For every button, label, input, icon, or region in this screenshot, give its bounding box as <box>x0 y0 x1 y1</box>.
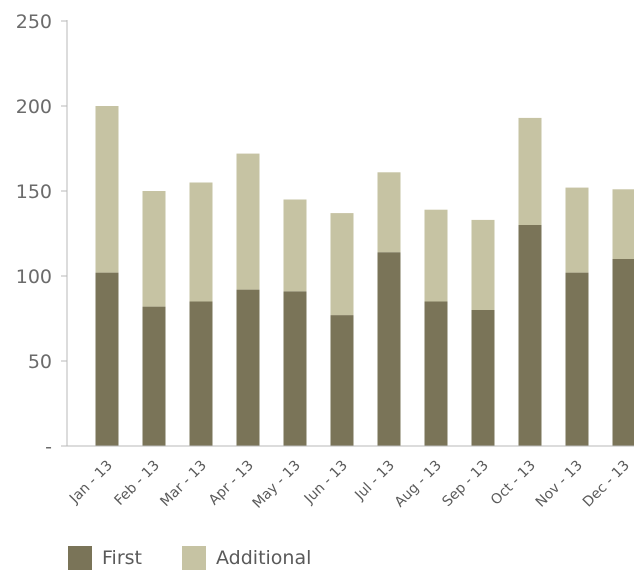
bars <box>95 106 634 446</box>
y-axis: - 50 100 150 200 250 <box>16 11 68 458</box>
bar-segment-first <box>189 301 213 446</box>
bar-segment-additional <box>283 199 307 292</box>
bar-segment-additional <box>424 209 448 302</box>
legend: First Additional <box>68 546 351 570</box>
x-tick-label: Jun - 13 <box>301 458 351 508</box>
bar-segment-first <box>612 259 634 446</box>
y-tick-label: 100 <box>16 266 52 288</box>
x-tick-label: Nov - 13 <box>533 458 586 511</box>
x-tick-label: Dec - 13 <box>580 458 633 511</box>
bar-segment-additional <box>377 172 401 253</box>
bar-segment-additional <box>518 117 542 225</box>
y-tick-label: - <box>45 436 52 458</box>
legend-item-first: First <box>68 546 142 570</box>
legend-item-additional: Additional <box>182 546 311 570</box>
x-tick-label: May - 13 <box>250 458 304 512</box>
bar-segment-first <box>471 310 495 446</box>
legend-swatch-additional <box>182 546 206 570</box>
bar-segment-first <box>330 315 354 446</box>
y-tick-label: 250 <box>16 11 52 33</box>
bar-segment-first <box>424 301 448 446</box>
y-tick-label: 50 <box>28 351 52 373</box>
bar-segment-additional <box>95 106 119 273</box>
bar-segment-additional <box>142 191 166 307</box>
bar-segment-first <box>142 306 166 446</box>
x-tick-label: Feb - 13 <box>112 458 163 509</box>
bar-segment-additional <box>189 182 213 302</box>
y-tick-label: 150 <box>16 181 52 203</box>
bar-segment-first <box>283 291 307 446</box>
legend-label-first: First <box>102 547 142 569</box>
x-tick-label: Mar - 13 <box>157 458 209 510</box>
bar-segment-additional <box>612 189 634 259</box>
bar-segment-first <box>377 252 401 446</box>
x-tick-label: Aug - 13 <box>392 458 445 511</box>
bar-segment-first <box>565 272 589 446</box>
bar-segment-first <box>518 225 542 446</box>
y-tick-label: 200 <box>16 96 52 118</box>
bar-segment-additional <box>565 187 589 273</box>
bar-segment-additional <box>236 153 260 290</box>
bar-segment-first <box>95 272 119 446</box>
bar-segment-additional <box>330 213 354 316</box>
x-tick-label: Sep - 13 <box>439 458 491 510</box>
legend-label-additional: Additional <box>216 547 312 569</box>
bar-segment-additional <box>471 219 495 310</box>
x-tick-label: Jul - 13 <box>351 458 397 504</box>
bar-segment-first <box>236 289 260 446</box>
x-tick-label: Jan - 13 <box>66 458 116 508</box>
x-tick-label: Oct - 13 <box>488 458 539 509</box>
legend-swatch-first <box>68 546 92 570</box>
